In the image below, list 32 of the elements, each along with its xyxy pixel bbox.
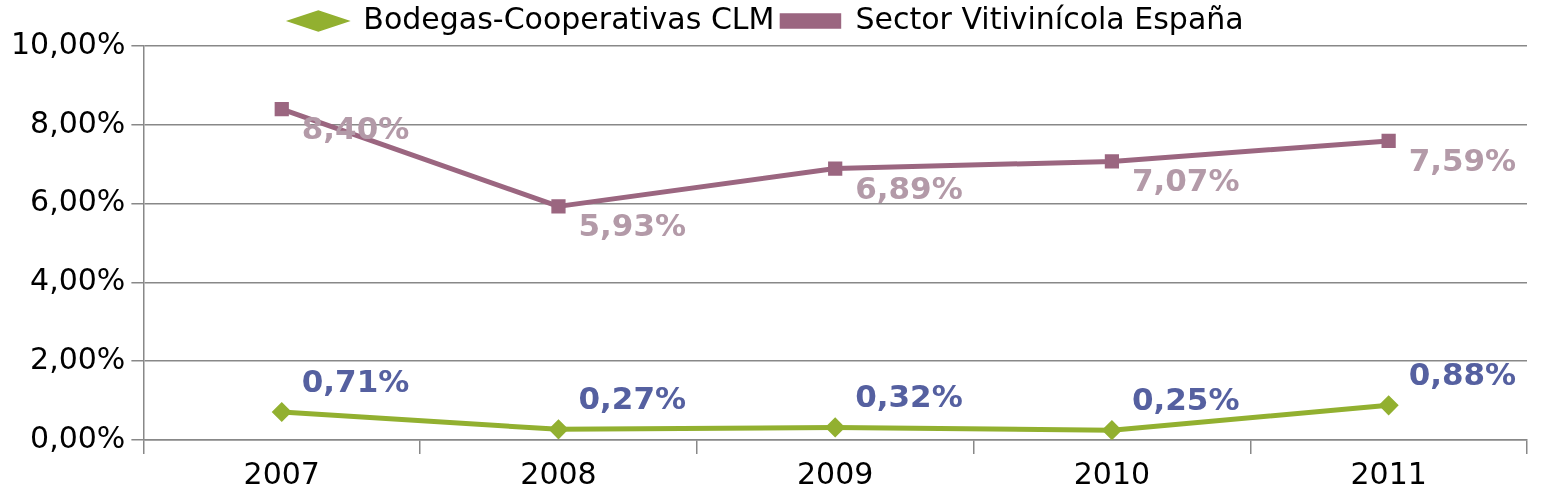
data-label: 5,93%: [578, 207, 687, 244]
x-tick-label: 2009: [797, 455, 874, 491]
x-tick-label: 2008: [520, 455, 597, 491]
data-label: 7,59%: [1408, 142, 1517, 178]
y-tick-label: 0,00%: [30, 419, 126, 455]
point: [1104, 154, 1120, 169]
y-tick-label: 8,00%: [30, 104, 126, 140]
data-label: 0,25%: [1131, 381, 1240, 418]
x-tick-label: 2007: [243, 455, 320, 491]
x-tick-label: 2011: [1350, 455, 1427, 491]
data-label: 0,27%: [578, 380, 687, 417]
point: [274, 101, 289, 117]
x-tick-label: 2010: [1073, 455, 1151, 491]
y-tick-label: 2,00%: [30, 341, 126, 376]
point: [825, 417, 845, 438]
data-label: 0,32%: [855, 378, 963, 415]
data-label: 7,07%: [1131, 162, 1240, 199]
legend-label: Sector Vitivinícola España: [855, 0, 1244, 36]
y-tick-label: 6,00%: [30, 183, 126, 219]
point: [548, 419, 569, 440]
y-tick-label: 4,00%: [30, 262, 126, 298]
point: [1102, 420, 1122, 440]
data-label: 0,88%: [1408, 356, 1517, 393]
legend-label: Bodegas-Cooperativas CLM: [363, 0, 775, 36]
y-tick-label: 10,00%: [11, 25, 126, 61]
point: [828, 161, 843, 176]
point: [1378, 395, 1399, 416]
point: [1381, 133, 1396, 149]
data-label: 0,71%: [301, 363, 410, 400]
data-label: 6,89%: [855, 169, 963, 206]
point: [551, 199, 566, 214]
point: [272, 402, 292, 422]
